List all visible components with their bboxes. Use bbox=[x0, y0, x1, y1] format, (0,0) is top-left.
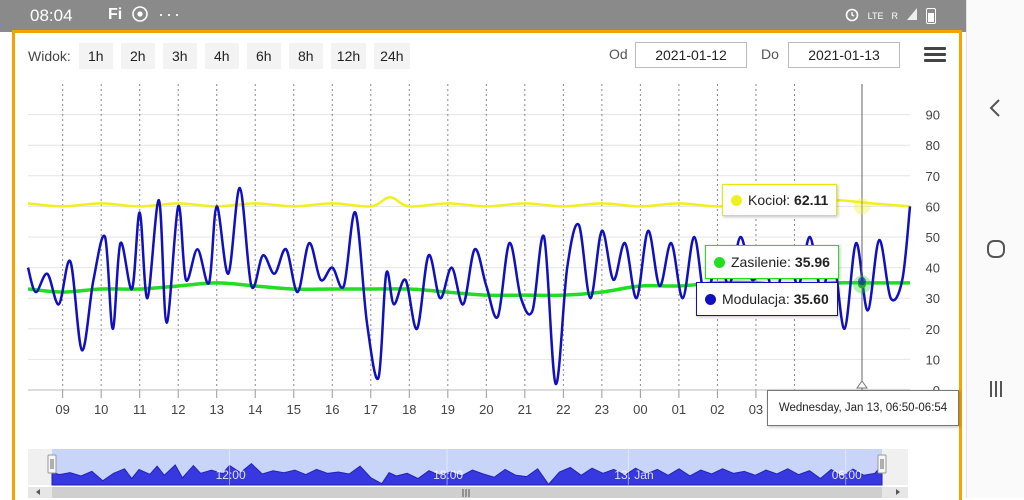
tooltip-kociol-label: Kocioł: bbox=[748, 192, 791, 208]
status-bar: 08:04 Fi ··· LTE R bbox=[0, 0, 966, 32]
modulacja-dot bbox=[705, 293, 716, 305]
more-notifications-icon: ··· bbox=[158, 4, 182, 24]
range-button-12h[interactable]: 12h bbox=[330, 43, 367, 69]
range-button-1h[interactable]: 1h bbox=[78, 43, 113, 69]
battery-icon bbox=[926, 7, 936, 24]
system-nav-bar bbox=[966, 0, 1024, 498]
tooltip-zasilenie-label: Zasilenie: bbox=[731, 254, 791, 270]
from-date-input[interactable]: 2021-01-12 bbox=[635, 42, 747, 68]
alarm-icon bbox=[844, 6, 860, 25]
tooltip-modulacja: Modulacja: 35.60 bbox=[696, 282, 838, 316]
tooltip-modulacja-label: Modulacja: bbox=[722, 291, 790, 307]
status-time: 08:04 bbox=[30, 6, 73, 25]
range-button-24h[interactable]: 24h bbox=[374, 43, 410, 69]
tooltip-kociol: Kocioł: 62.11 bbox=[722, 184, 838, 216]
from-label: Od bbox=[609, 46, 628, 62]
range-button-4h[interactable]: 4h bbox=[204, 43, 239, 69]
range-button-2h[interactable]: 2h bbox=[120, 43, 155, 69]
tooltip-zasilenie: Zasilenie: 35.96 bbox=[705, 245, 839, 279]
to-label: Do bbox=[761, 46, 779, 62]
tooltip-kociol-value: 62.11 bbox=[794, 192, 829, 208]
range-button-6h[interactable]: 6h bbox=[246, 43, 281, 69]
chart-menu-icon[interactable] bbox=[924, 47, 946, 63]
recents-icon[interactable] bbox=[984, 377, 1008, 401]
kociol-dot bbox=[731, 194, 742, 206]
roaming-indicator: R bbox=[891, 10, 899, 21]
range-toolbar: Widok: 1h 2h 3h 4h 6h 8h 12h 24h bbox=[28, 42, 418, 70]
to-date-input[interactable]: 2021-01-13 bbox=[788, 42, 900, 68]
tooltip-zasilenie-value: 35.96 bbox=[794, 254, 830, 270]
signal-icon bbox=[906, 7, 918, 24]
tooltip-modulacja-value: 35.60 bbox=[793, 291, 829, 307]
app-badge-icon: Fi bbox=[108, 6, 123, 23]
range-button-3h[interactable]: 3h bbox=[162, 43, 197, 69]
range-button-8h[interactable]: 8h bbox=[288, 43, 323, 69]
tooltip-time: Wednesday, Jan 13, 06:50-06:54 bbox=[767, 390, 959, 426]
range-label: Widok: bbox=[28, 48, 71, 64]
network-type: LTE bbox=[867, 10, 884, 21]
status-icons: LTE R bbox=[844, 6, 936, 25]
chrome-icon bbox=[132, 6, 148, 27]
back-icon[interactable] bbox=[984, 96, 1008, 120]
home-icon[interactable] bbox=[984, 237, 1008, 261]
zasilenie-dot bbox=[714, 256, 725, 268]
